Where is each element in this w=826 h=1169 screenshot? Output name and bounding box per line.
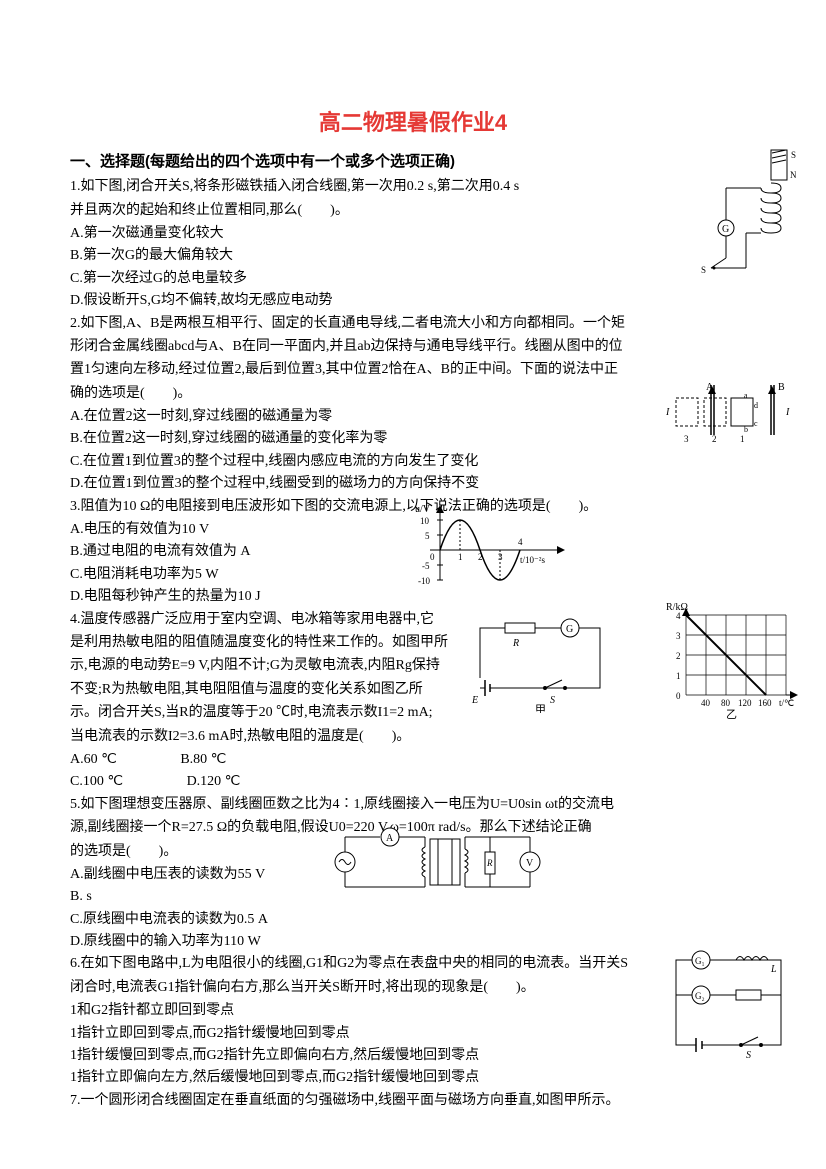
svg-text:S: S xyxy=(550,695,555,706)
figure-q4-graph: R/kΩ 4 3 2 1 0 40 80 120 160 t/℃ 乙 xyxy=(666,600,801,720)
svg-text:10: 10 xyxy=(420,516,430,526)
figure-q2: A B I I a d b c 3 2 1 xyxy=(666,380,796,450)
q2-opt-c: C.在位置1到位置3的整个过程中,线圈内感应电流的方向发生了变化 xyxy=(70,451,756,473)
q6-opt-a: 1和G2指针都立即回到零点 xyxy=(70,1000,756,1022)
svg-text:d: d xyxy=(754,401,758,410)
q2-opt-d: D.在位置1到位置3的整个过程中,线圈受到的磁场力的方向保持不变 xyxy=(70,473,756,495)
svg-text:40: 40 xyxy=(701,698,711,708)
q1-opt-a: A.第一次磁通量变化较大 xyxy=(70,223,756,245)
svg-text:u/V: u/V xyxy=(415,504,431,515)
q4-stem2: 是利用热敏电阻的阻值随温度变化的特性来工作的。如图甲所 xyxy=(70,632,756,654)
q1-stem2: 并且两次的起始和终止位置相同,那么( )。 xyxy=(70,200,756,222)
q6-stem1: 6.在如下图电路中,L为电阻很小的线圈,G1和G2为零点在表盘中央的相同的电流表… xyxy=(70,953,756,975)
svg-text:N: N xyxy=(790,170,796,180)
q2-opt-a: A.在位置2这一时刻,穿过线圈的磁通量为零 xyxy=(70,406,756,428)
svg-text:I: I xyxy=(785,407,790,418)
q6-opt-c: 1指针缓慢回到零点,而G2指针先立即偏向右方,然后缓慢地回到零点 xyxy=(70,1045,756,1067)
q2-stem4: 确的选项是( )。 xyxy=(70,383,756,405)
svg-text:0: 0 xyxy=(676,691,681,701)
q4-stem1: 4.温度传感器广泛应用于室内空调、电冰箱等家用电器中,它 xyxy=(70,609,756,631)
svg-text:1: 1 xyxy=(740,434,745,444)
q5-opt-d: D.原线圈中的输入功率为110 W xyxy=(70,931,756,953)
q4-opts-row2: C.100 ℃ D.120 ℃ xyxy=(70,771,756,793)
q6-opt-d: 1指针立即偏向左方,然后缓慢地回到零点,而G2指针缓慢地回到零点 xyxy=(70,1067,756,1089)
q4-opts-row1: A.60 ℃ B.80 ℃ xyxy=(70,749,756,771)
q4-opt-c: C.100 ℃ xyxy=(70,771,123,793)
svg-text:E: E xyxy=(471,695,478,706)
svg-text:L: L xyxy=(770,964,777,975)
q5-stem1: 5.如下图理想变压器原、副线圈匝数之比为4∶1,原线圈接入一电压为U=U0sin… xyxy=(70,794,756,816)
q5-opt-c: C.原线圈中电流表的读数为0.5 A xyxy=(70,909,756,931)
svg-text:120: 120 xyxy=(738,698,752,708)
q2-stem3: 置1匀速向左移动,经过位置2,最后到位置3,其中位置2恰在A、B的正中间。下面的… xyxy=(70,359,756,381)
svg-text:0: 0 xyxy=(430,552,435,562)
q4-stem5: 示。闭合开关S,当R的温度等于20 ℃时,电流表示数I1=2 mA; xyxy=(70,702,756,724)
svg-text:G: G xyxy=(722,224,729,235)
svg-text:-5: -5 xyxy=(422,561,430,571)
section-header: 一、选择题(每题给出的四个选项中有一个或多个选项正确) xyxy=(70,150,756,174)
q4-stem4: 不变;R为热敏电阻,其电阻阻值与温度的变化关系如图乙所 xyxy=(70,679,756,701)
page-title: 高二物理暑假作业4 xyxy=(70,105,756,140)
svg-text:t/10⁻²s: t/10⁻²s xyxy=(520,555,545,565)
svg-text:甲: 甲 xyxy=(535,704,546,713)
svg-text:A: A xyxy=(386,833,394,844)
svg-text:1: 1 xyxy=(458,552,463,562)
svg-text:S: S xyxy=(701,265,706,275)
q6-opt-b: 1指针立即回到零点,而G2指针缓慢地回到零点 xyxy=(70,1023,756,1045)
figure-q4-circuit: R G E S 甲 xyxy=(470,618,620,713)
svg-text:S: S xyxy=(791,150,796,160)
figure-q1: S N G S xyxy=(696,148,796,278)
svg-text:160: 160 xyxy=(758,698,772,708)
svg-text:R: R xyxy=(512,638,519,649)
figure-q6: G₁ L G₂ S xyxy=(666,950,796,1060)
svg-text:4: 4 xyxy=(676,611,681,621)
q2-stem1: 2.如下图,A、B是两根互相平行、固定的长直通电导线,二者电流大小和方向都相同。… xyxy=(70,313,756,335)
q7-stem: 7.一个圆形闭合线圈固定在垂直纸面的匀强磁场中,线圈平面与磁场方向垂直,如图甲所… xyxy=(70,1090,756,1112)
svg-text:B: B xyxy=(778,382,785,393)
q4-stem3: 示,电源的电动势E=9 V,内阻不计;G为灵敏电流表,内阻Rg保持 xyxy=(70,655,756,677)
svg-text:S: S xyxy=(746,1050,751,1060)
q1-opt-c: C.第一次经过G的总电量较多 xyxy=(70,268,756,290)
svg-text:1: 1 xyxy=(676,671,681,681)
figure-q5: A R V xyxy=(330,827,550,902)
svg-text:2: 2 xyxy=(712,434,717,444)
q2-stem2: 形闭合金属线圈abcd与A、B在同一平面内,并且ab边保持与通电导线平行。线圈从… xyxy=(70,336,756,358)
q4-opt-a: A.60 ℃ xyxy=(70,749,117,771)
q4-stem6: 当电流表的示数I2=3.6 mA时,热敏电阻的温度是( )。 xyxy=(70,726,756,748)
svg-text:a: a xyxy=(744,391,748,400)
svg-text:c: c xyxy=(754,419,758,428)
q2-opt-b: B.在位置2这一时刻,穿过线圈的磁通量的变化率为零 xyxy=(70,428,756,450)
svg-text:b: b xyxy=(744,425,748,434)
svg-text:V: V xyxy=(526,858,534,869)
svg-text:-10: -10 xyxy=(418,576,430,586)
svg-text:2: 2 xyxy=(676,651,681,661)
svg-text:3: 3 xyxy=(498,552,503,562)
svg-text:R: R xyxy=(486,858,493,868)
svg-text:5: 5 xyxy=(425,531,430,541)
q4-opt-d: D.120 ℃ xyxy=(187,771,241,793)
svg-text:3: 3 xyxy=(684,434,689,444)
figure-q3: u/V t/10⁻²s 10 5 0 -5 -10 1 2 3 4 xyxy=(410,500,570,590)
svg-text:I: I xyxy=(666,407,670,418)
svg-text:G₂: G₂ xyxy=(695,991,705,1001)
svg-text:G₁: G₁ xyxy=(695,956,705,966)
q1-opt-d: D.假设断开S,G均不偏转,故均无感应电动势 xyxy=(70,290,756,312)
svg-text:t/℃: t/℃ xyxy=(779,698,794,708)
q1-opt-b: B.第一次G的最大偏角较大 xyxy=(70,245,756,267)
svg-text:乙: 乙 xyxy=(726,708,737,720)
q6-stem2: 闭合时,电流表G1指针偏向右方,那么当开关S断开时,将出现的现象是( )。 xyxy=(70,977,756,999)
svg-text:G: G xyxy=(566,624,573,635)
q1-stem1: 1.如下图,闭合开关S,将条形磁铁插入闭合线圈,第一次用0.2 s,第二次用0.… xyxy=(70,176,756,198)
svg-text:3: 3 xyxy=(676,631,681,641)
svg-text:80: 80 xyxy=(721,698,731,708)
svg-text:4: 4 xyxy=(518,537,523,547)
q4-opt-b: B.80 ℃ xyxy=(180,749,226,771)
